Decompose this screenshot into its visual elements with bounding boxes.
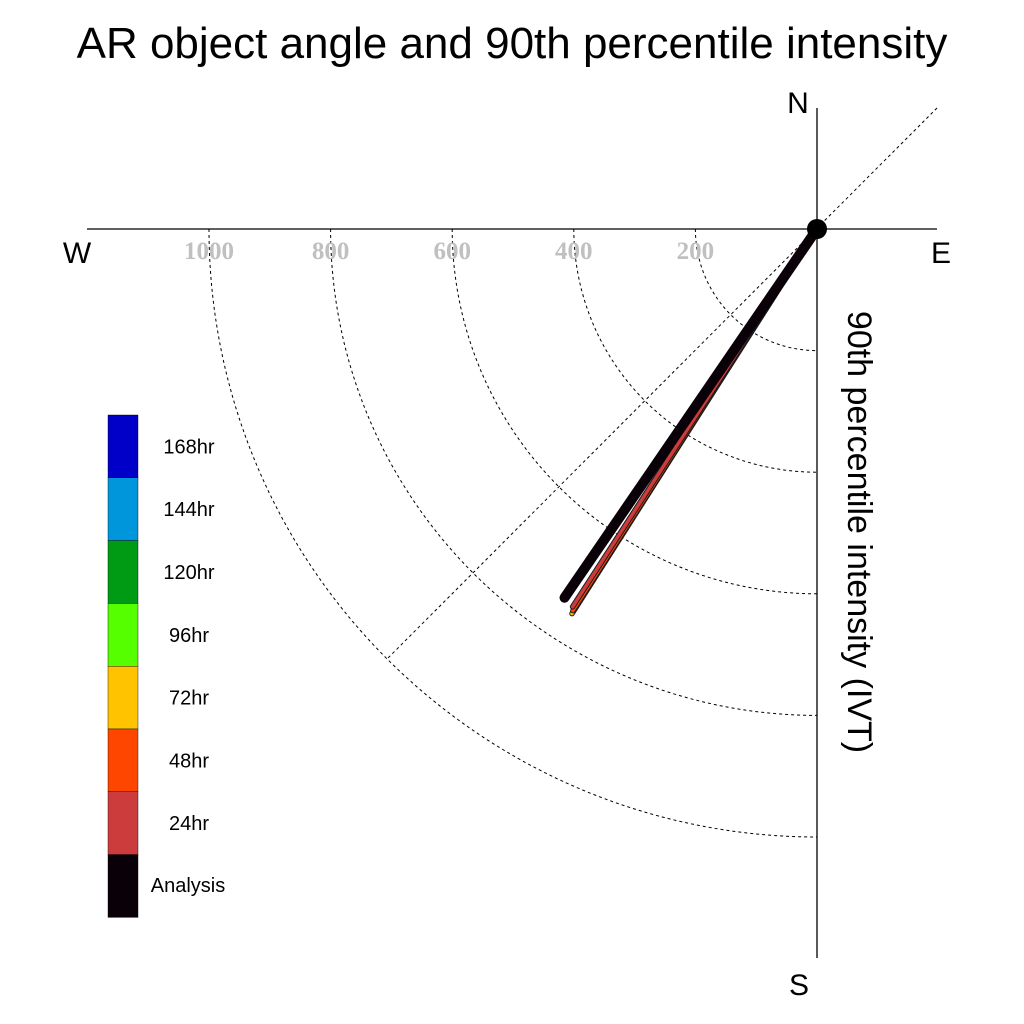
legend-swatch — [107, 540, 139, 604]
compass-east: E — [931, 237, 951, 270]
legend-label: 120hr — [163, 562, 214, 584]
vector-series — [559, 224, 822, 617]
legend-label: 48hr — [169, 750, 209, 772]
y-axis-label: 90th percentile intensity (IVT) — [840, 311, 878, 753]
grid-ring-1000 — [208, 228, 818, 838]
legend-swatch — [107, 666, 139, 730]
legend-label: Analysis — [151, 875, 225, 897]
radial-tick-label: 200 — [677, 238, 715, 265]
legend-label: 72hr — [169, 688, 209, 710]
legend-swatch — [107, 414, 139, 478]
legend-swatch — [107, 477, 139, 541]
legend-label: 96hr — [169, 625, 209, 647]
radial-tick-label: 400 — [555, 238, 593, 265]
chart-title: AR object angle and 90th percentile inte… — [77, 19, 948, 68]
legend-swatch — [107, 791, 139, 855]
compass-south: S — [789, 969, 809, 1002]
legend-swatch — [107, 603, 139, 667]
compass-west: W — [63, 237, 92, 270]
radial-tick-label: 1000 — [184, 238, 234, 265]
polar-grid — [208, 228, 818, 838]
legend-swatch — [107, 728, 139, 792]
radial-tick-label: 600 — [433, 238, 471, 265]
vector-analysis — [559, 224, 822, 603]
legend-label: 144hr — [163, 499, 214, 521]
grid-ring-400 — [573, 228, 818, 473]
origin-marker — [807, 219, 827, 239]
legend: 168hr 144hr 120hr 96hr 72hr 48hr 24hr Analysis — [107, 414, 225, 918]
radial-tick-label: 800 — [312, 238, 350, 265]
compass-north: N — [787, 87, 809, 120]
grid-ring-600 — [451, 228, 818, 595]
grid-ring-200 — [694, 228, 818, 352]
legend-label: 24hr — [169, 813, 209, 835]
grid-ring-800 — [330, 228, 818, 716]
legend-swatch — [107, 854, 139, 918]
radial-tick-labels: 200 400 600 800 1000 — [184, 238, 714, 265]
legend-label: 168hr — [163, 436, 214, 458]
